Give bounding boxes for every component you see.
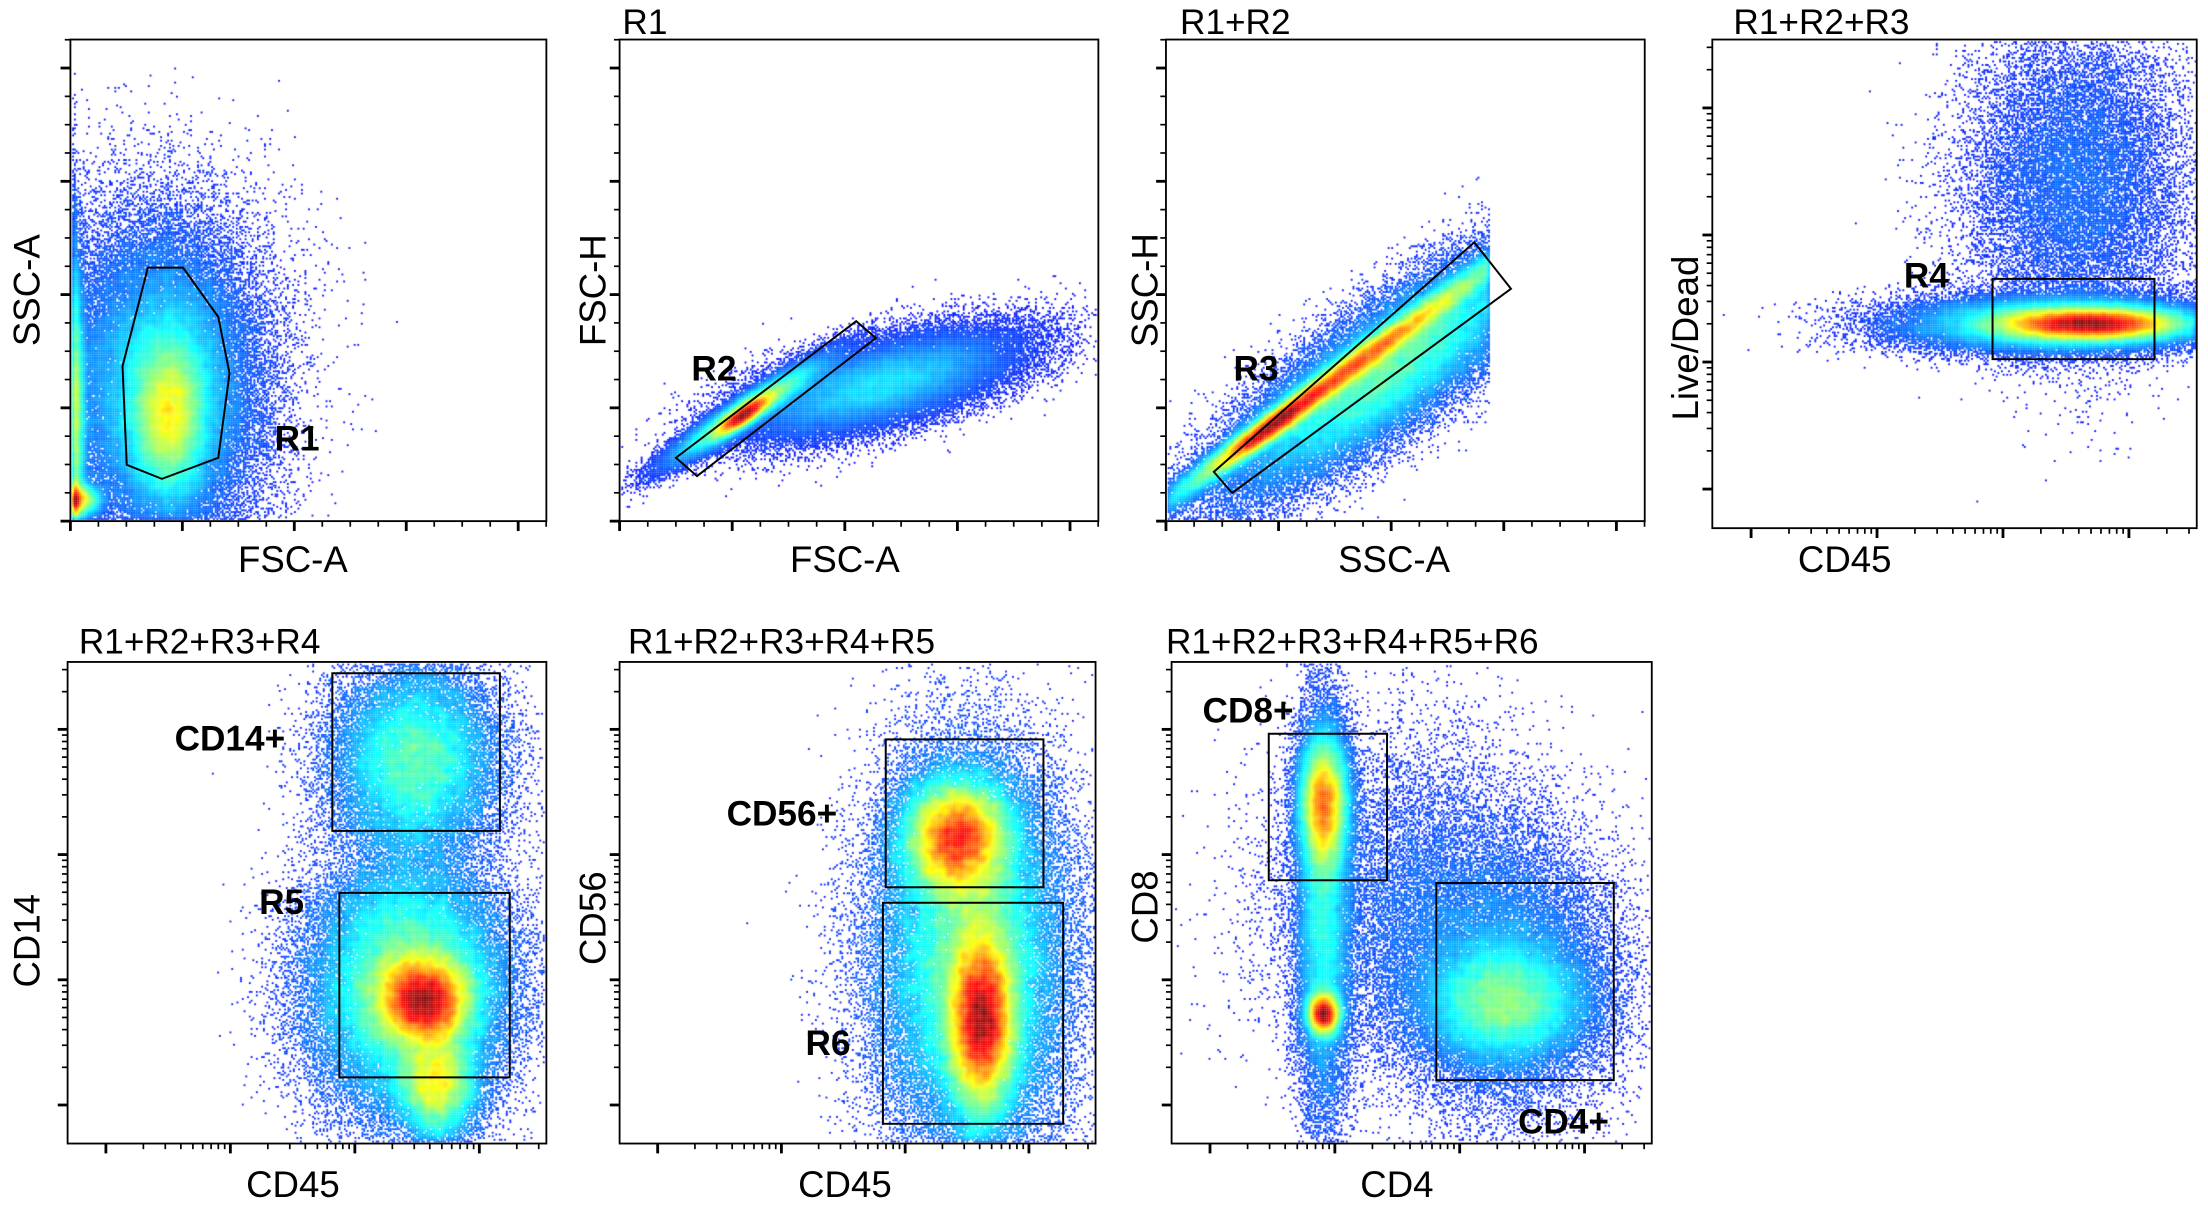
gate-r1 <box>121 266 231 480</box>
gate-r2 <box>674 319 878 478</box>
x-axis-label-6: CD45 <box>798 1164 892 1205</box>
panel-4-axes <box>1702 38 2198 539</box>
plot-frame <box>66 661 548 1145</box>
plot-frame <box>618 661 1097 1145</box>
gate-label-cd8: CD8+ <box>1203 691 1294 730</box>
gate-cd56 <box>884 738 1045 889</box>
y-axis-label-1: SSC-A <box>6 234 47 346</box>
panel-7-axes <box>1161 661 1653 1154</box>
y-axis-label-3: SSC-H <box>1125 233 1166 347</box>
gate-r5 <box>338 891 511 1079</box>
gate-label-r2: R2 <box>691 349 736 388</box>
gates <box>121 240 2156 1125</box>
gate-label-r1: R1 <box>275 420 320 459</box>
gate-label-r5: R5 <box>259 883 304 922</box>
y-axis-label-4: Live/Dead <box>1665 256 1706 421</box>
panel-3-axes <box>1156 38 1646 531</box>
panel-1-axes <box>60 38 548 531</box>
x-axis-label-2: FSC-A <box>790 539 900 580</box>
gate-r4 <box>1991 277 2156 361</box>
gate-label-cd4: CD4+ <box>1518 1103 1609 1142</box>
panel-title-3: R1+R2 <box>1180 3 1291 42</box>
panel-6-axes <box>609 661 1097 1154</box>
x-axis-label-5: CD45 <box>246 1164 340 1205</box>
x-axis-label-1: FSC-A <box>238 539 348 580</box>
panel-2-axes <box>609 38 1100 531</box>
gate-r6 <box>881 901 1065 1125</box>
panel-5-axes <box>57 661 548 1154</box>
gate-cd4 <box>1435 882 1615 1082</box>
gate-r3 <box>1212 240 1513 495</box>
y-axis-label-7: CD8 <box>1125 870 1166 943</box>
plot-frame <box>1165 38 1646 523</box>
gate-cd8 <box>1267 732 1389 882</box>
x-axis-label-7: CD4 <box>1360 1164 1433 1205</box>
y-axis-label-5: CD14 <box>6 894 47 988</box>
x-axis-label-4: CD45 <box>1798 539 1892 580</box>
gate-label-cd56: CD56+ <box>727 794 838 833</box>
axes-frames <box>57 38 2198 1154</box>
panel-title-4: R1+R2+R3 <box>1733 3 1909 42</box>
gate-label-r4: R4 <box>1904 256 1949 295</box>
gate-cd14 <box>331 672 501 832</box>
panel-title-6: R1+R2+R3+R4+R5 <box>628 622 935 661</box>
panel-title-7: R1+R2+R3+R4+R5+R6 <box>1166 622 1539 661</box>
plot-frame <box>1170 661 1653 1145</box>
panel-title-5: R1+R2+R3+R4 <box>79 622 321 661</box>
y-axis-label-6: CD56 <box>573 871 614 965</box>
gate-label-r3: R3 <box>1234 349 1279 388</box>
gate-label-cd14: CD14+ <box>175 720 286 759</box>
plot-frame <box>618 38 1100 523</box>
panel-title-2: R1 <box>622 3 667 42</box>
y-axis-label-2: FSC-H <box>573 234 614 346</box>
x-axis-label-3: SSC-A <box>1338 539 1450 580</box>
gate-label-r6: R6 <box>805 1024 850 1063</box>
plot-frame <box>1711 38 2198 530</box>
plot-frame <box>69 38 548 523</box>
